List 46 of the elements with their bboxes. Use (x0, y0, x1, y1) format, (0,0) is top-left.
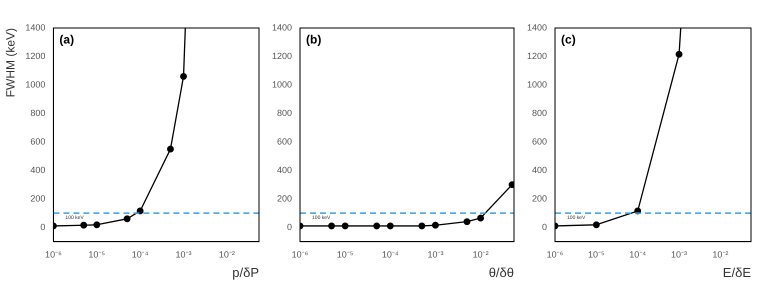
y-tick-label: 1400 (526, 22, 548, 32)
x-axis-title: θ/δθ (488, 264, 514, 280)
x-tick-label: 10⁻⁵ (588, 249, 605, 260)
x-tick-label: 10⁻⁵ (336, 249, 354, 260)
x-tick-label: 10⁻² (712, 249, 728, 260)
x-tick-label: 10⁻³ (671, 249, 688, 260)
y-tick-label: 1200 (25, 50, 46, 61)
y-tick-label: 1000 (272, 79, 292, 90)
x-tick-label: 10⁻⁴ (629, 249, 646, 260)
x-tick-label: 10⁻⁴ (132, 249, 149, 260)
y-tick-label: 200 (30, 193, 46, 204)
x-tick-label: 10⁻⁵ (88, 249, 106, 260)
y-tick-label: 400 (532, 164, 548, 175)
y-tick-label: 800 (30, 108, 46, 118)
y-tick-label: 1400 (25, 22, 46, 32)
x-tick-label: 10⁻⁶ (546, 249, 564, 260)
y-tick-label: 800 (276, 108, 292, 118)
y-tick-label: 0 (287, 222, 292, 232)
y-tick-label: 1200 (526, 50, 548, 61)
y-axis-title: FWHM (keV) (4, 28, 18, 98)
x-tick-label: 10⁻⁶ (292, 249, 309, 260)
x-tick-label: 10⁻² (218, 249, 235, 260)
y-tick-label: 600 (30, 136, 46, 146)
y-tick-label: 1200 (272, 50, 292, 61)
x-tick-label: 10⁻³ (176, 249, 192, 260)
x-tick-label: 10⁻³ (427, 249, 444, 260)
y-tick-label: 1400 (272, 22, 292, 32)
y-tick-label: 400 (30, 164, 46, 175)
y-tick-label: 200 (532, 193, 548, 204)
y-tick-label: 800 (532, 108, 548, 118)
annotation: (c) (561, 32, 576, 46)
x-axis-title: p/δP (232, 264, 259, 280)
y-tick-label: 600 (276, 136, 292, 146)
y-tick-label: 1000 (526, 79, 548, 90)
y-tick-label: 600 (532, 136, 548, 146)
x-tick-label: 10⁻² (472, 249, 489, 260)
y-tick-label: 1000 (25, 79, 46, 90)
y-tick-label: 0 (40, 222, 46, 232)
x-axis-title: E/δE (722, 264, 752, 280)
x-tick-label: 10⁻⁶ (45, 249, 62, 260)
annotation: (b) (306, 32, 322, 46)
x-tick-label: 10⁻⁴ (382, 249, 399, 260)
y-tick-label: 200 (276, 193, 292, 204)
annotation: (a) (59, 32, 74, 46)
y-tick-label: 400 (276, 164, 292, 175)
y-tick-label: 0 (542, 222, 548, 232)
